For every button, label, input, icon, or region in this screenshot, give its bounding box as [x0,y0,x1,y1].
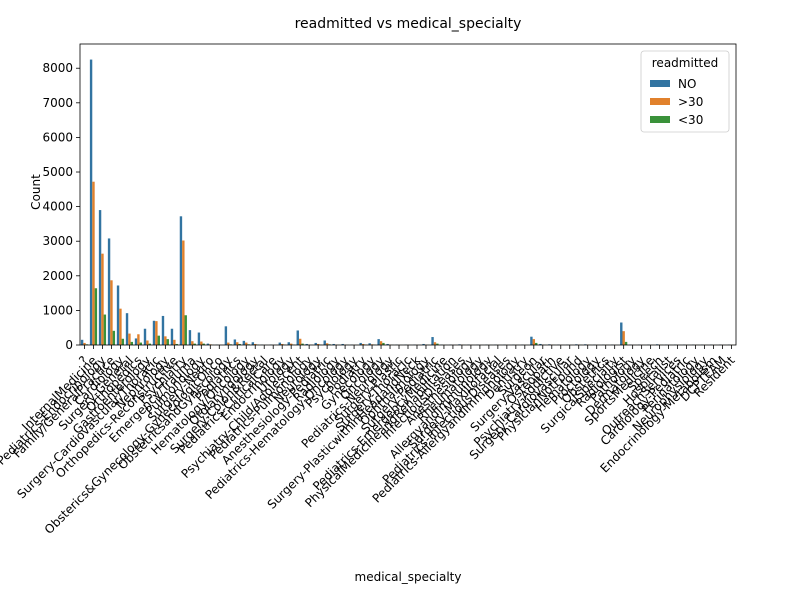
legend-swatch [650,98,670,105]
bar-no [144,329,146,345]
bar-lt30 [95,288,97,345]
bar-lt30 [185,315,187,345]
bar-no [180,216,182,345]
legend-swatch [650,80,670,87]
bar-lt30 [113,331,115,345]
bar-gt30 [533,339,535,345]
y-tick-label: 2000 [42,269,73,283]
y-tick-label: 5000 [42,165,73,179]
bar-no [108,238,110,345]
bar-no [243,341,245,345]
bar-gt30 [119,309,121,345]
x-axis-label: medical_specialty [355,570,462,584]
bar-gt30 [146,341,148,346]
bar-no [252,342,254,345]
bar-gt30 [622,331,624,345]
bar-no [126,313,128,345]
bar-gt30 [92,182,94,345]
bar-no [117,285,119,345]
bar-no [324,341,326,346]
bar-lt30 [625,342,627,345]
bar-no [620,323,622,345]
bar-no [81,340,83,345]
y-tick-label: 0 [65,338,73,352]
bar-lt30 [167,339,169,345]
bar-gt30 [200,342,202,345]
bar-lt30 [122,339,124,345]
y-axis-label: Count [29,174,43,210]
bar-gt30 [137,334,139,345]
bar-gt30 [299,339,301,345]
legend-entry: <30 [678,113,703,127]
legend-swatch [650,116,670,123]
y-tick-label: 1000 [42,303,73,317]
y-tick-label: 4000 [42,200,73,214]
bar-no [153,321,155,345]
bar-gt30 [173,340,175,345]
bar-no [99,210,101,345]
bar-gt30 [434,342,436,345]
bar-no [297,330,299,345]
bar-no [225,326,227,345]
bar-no [431,337,433,345]
bar-gt30 [155,321,157,345]
bar-no [288,342,290,345]
bar-no [90,60,92,345]
bar-lt30 [131,342,133,345]
y-tick-label: 7000 [42,96,73,110]
bar-gt30 [182,241,184,345]
legend: readmitted NO >30 <30 [641,51,729,132]
bar-gt30 [164,336,166,345]
legend-entry: >30 [678,95,703,109]
bar-gt30 [101,254,103,345]
bar-no [234,339,236,345]
bar-no [162,316,164,345]
bar-no [189,330,191,345]
y-tick-label: 3000 [42,234,73,248]
bar-gt30 [110,280,112,345]
bar-gt30 [191,341,193,345]
legend-title: readmitted [652,56,718,70]
y-tick-label: 8000 [42,61,73,75]
bar-no [530,337,532,345]
bar-lt30 [158,336,160,345]
bar-no [198,333,200,345]
y-tick-label: 6000 [42,130,73,144]
chart-title: readmitted vs medical_specialty [295,16,522,32]
bar-lt30 [104,315,106,345]
bar-gt30 [380,341,382,345]
bar-no [135,338,137,345]
bar-no [377,339,379,345]
bar-no [171,329,173,345]
bar-gt30 [236,342,238,345]
legend-entry: NO [678,77,696,91]
bar-gt30 [128,334,130,345]
